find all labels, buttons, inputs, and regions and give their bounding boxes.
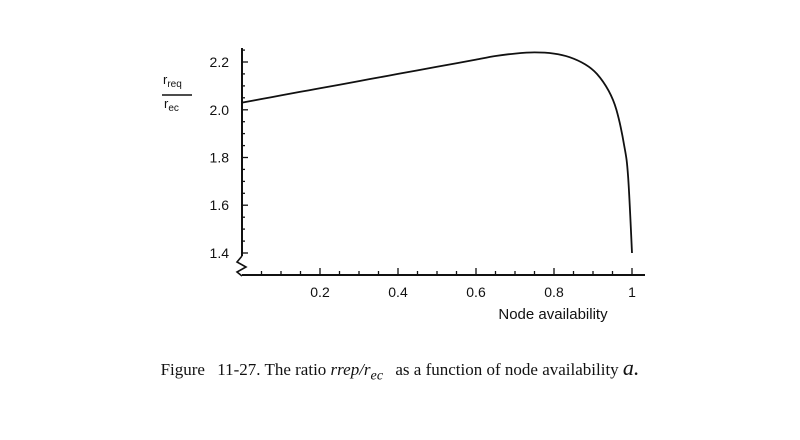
y-label-numerator: rreq: [163, 72, 182, 90]
x-tick-label: 1: [628, 284, 636, 300]
y-ticks-group: 1.4 1.6 1.8 2.0 2.2: [210, 49, 248, 261]
caption-text-3: of node availability: [486, 360, 619, 379]
series-line: [241, 51, 633, 254]
figure-caption: Figure 11-27. The ratio rrep/rec as a fu…: [0, 355, 800, 384]
x-tick-label: 0.2: [310, 284, 330, 300]
y-axis-break-mark: [235, 255, 248, 277]
x-tick-label: 0.6: [466, 284, 486, 300]
y-tick-label: 1.4: [210, 245, 230, 261]
x-ticks-group: 0.2 0.4 0.6 0.8 1: [260, 268, 636, 300]
caption-text-1: The ratio: [264, 360, 327, 379]
y-axis-label-fraction: rreq rec: [162, 72, 192, 114]
caption-ratio: rrep/rec: [330, 360, 384, 384]
x-axis-label: Node availability: [498, 306, 608, 323]
y-tick-label: 2.0: [210, 102, 230, 118]
caption-prefix: Figure: [160, 360, 205, 379]
x-tick-label: 0.8: [544, 284, 564, 300]
y-label-denominator: rec: [164, 96, 179, 114]
axes-group: [235, 48, 645, 277]
y-tick-label: 2.2: [210, 54, 230, 70]
y-tick-label: 1.6: [210, 197, 230, 213]
x-tick-label: 0.4: [388, 284, 408, 300]
y-tick-label: 1.8: [210, 150, 230, 166]
caption-text-2: as a function: [395, 360, 483, 379]
caption-symbol: a.: [622, 355, 640, 380]
caption-number: 11-27.: [217, 360, 261, 379]
